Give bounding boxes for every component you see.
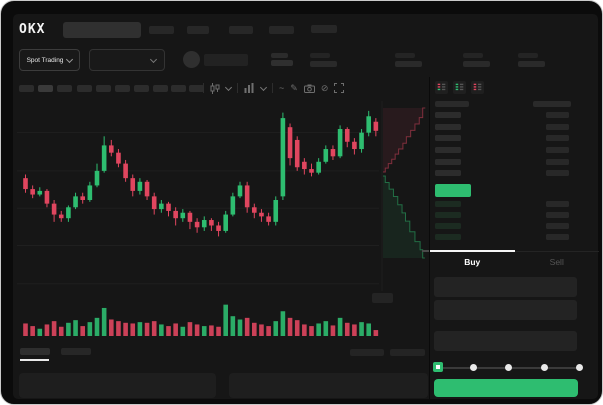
bottom-panel-1 [19,373,216,398]
orderbook-view-buys-icon[interactable] [453,81,466,94]
amount-slider-handle[interactable] [433,362,443,372]
amount-input[interactable] [434,300,577,320]
market-selector-dropdown[interactable]: Spot Trading [19,49,80,71]
chart-footer-control-2[interactable] [390,349,425,356]
divider [272,83,273,93]
bid-row-price[interactable] [435,212,461,218]
pair-selector-dropdown[interactable] [89,49,165,71]
slider-stop-25[interactable] [470,364,477,371]
timeframe-button-8[interactable] [153,85,168,92]
ask-row-price[interactable] [435,135,461,141]
price-input[interactable] [434,277,577,297]
orderbook-col-header-price [435,101,469,107]
chart-tools: ~ ✎ ⊘ [203,80,345,96]
divider [237,83,238,93]
slash-circle-icon[interactable]: ⊘ [320,82,329,93]
pencil-icon[interactable]: ✎ [290,82,298,93]
ask-row-price[interactable] [435,170,461,176]
ask-row-price[interactable] [435,112,461,118]
bid-row-price[interactable] [435,223,461,229]
stat-1-value [310,61,337,67]
line-chart-icon[interactable]: ~ [279,83,285,93]
nav-item-1[interactable] [149,26,174,34]
ask-row-amount [546,170,569,176]
nav-item-5[interactable] [311,25,337,33]
orderbook-col-header-amount [533,101,571,107]
bid-row-amount [546,212,569,218]
timeframe-button-3[interactable] [57,85,72,92]
stat-1-label [310,53,330,58]
stat-2-value [395,61,422,67]
price-label-placeholder [271,53,288,58]
bottom-panel-2 [229,373,428,398]
orderbook-view-both-icon[interactable] [435,81,448,94]
active-tab-indicator [430,250,515,252]
pair-name-placeholder [204,54,248,66]
chart-footer-control-1[interactable] [350,349,384,356]
stat-4-label [518,53,538,58]
slider-stop-100[interactable] [576,364,583,371]
orderbook-view-sells-icon[interactable] [471,81,484,94]
timeframe-button-6[interactable] [115,85,130,92]
last-price-highlight[interactable] [435,184,471,197]
bid-row-amount [546,201,569,207]
ask-row-price[interactable] [435,159,461,165]
timeframe-button-2-active[interactable] [38,85,53,92]
panel-divider [429,77,430,399]
timeframe-button-5[interactable] [96,85,111,92]
nav-item-3[interactable] [229,26,253,34]
camera-icon[interactable] [303,84,315,93]
ask-row-price[interactable] [435,147,461,153]
total-input[interactable] [434,331,577,351]
nav-item-2[interactable] [187,26,209,34]
stat-3-label [463,53,483,58]
ask-row-price[interactable] [435,124,461,130]
search-input[interactable] [63,22,141,38]
timeframe-button-7[interactable] [134,85,149,92]
bid-row-amount [546,223,569,229]
spread-marker [422,250,434,252]
expand-icon[interactable] [334,83,345,93]
ask-row-amount [546,159,569,165]
timeframe-button-9[interactable] [171,85,186,92]
bottom-tab-indicator [20,359,49,361]
slider-handle-center [436,365,440,369]
timeframe-button-4[interactable] [77,85,92,92]
bid-row-price[interactable] [435,201,461,207]
ask-row-amount [546,112,569,118]
divider [203,83,204,93]
slider-stop-75[interactable] [541,364,548,371]
okx-logo: OKX [19,22,46,37]
tab-buy[interactable]: Buy [464,257,481,267]
tab-sell[interactable]: Sell [549,257,564,267]
stat-4-value [518,61,545,67]
nav-item-4[interactable] [269,26,294,34]
bid-row-amount [546,234,569,240]
coin-avatar [183,51,200,68]
bottom-tab-2[interactable] [61,348,91,355]
price-value-placeholder [271,60,293,66]
market-selector-label: Spot Trading [26,56,64,64]
bottom-tab-active[interactable] [20,348,50,355]
stat-2-label [395,53,415,58]
stat-3-value [463,61,490,67]
buy-submit-button[interactable] [434,379,578,397]
trade-side-tabs: Buy Sell [430,251,599,272]
ask-row-amount [546,147,569,153]
indicator-icon[interactable] [244,83,255,93]
timeframe-button-1[interactable] [19,85,34,92]
slider-stop-50[interactable] [505,364,512,371]
timeframe-button-10[interactable] [189,85,204,92]
candle-type-icon[interactable] [210,82,220,94]
ask-row-amount [546,135,569,141]
bid-row-price[interactable] [435,234,461,240]
ask-row-amount [546,124,569,130]
price-axis-label-placeholder [372,293,393,303]
